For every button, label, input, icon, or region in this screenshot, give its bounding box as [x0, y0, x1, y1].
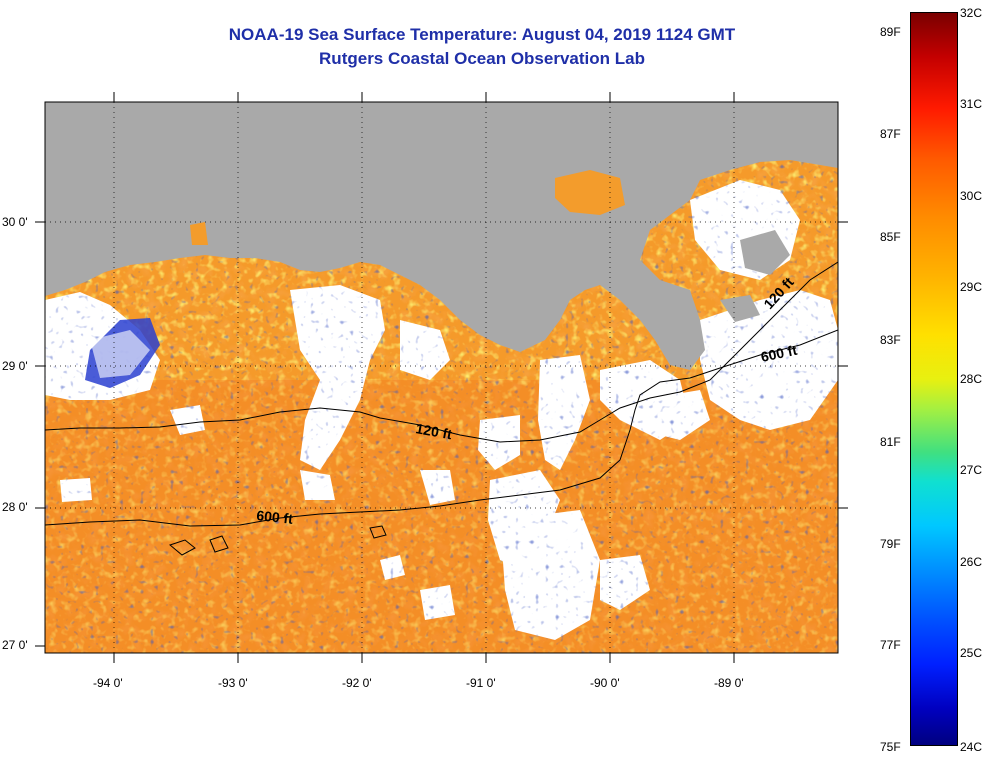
- land-mass: [45, 102, 838, 370]
- depth-contours: [45, 261, 838, 556]
- axis-ticks: [35, 92, 848, 663]
- lon-label: -94 0': [93, 676, 123, 690]
- lat-label: 29 0': [2, 359, 28, 373]
- lon-label: -91 0': [466, 676, 496, 690]
- colorbar-f-label: 75F: [880, 740, 901, 754]
- colorbar-c-label: 27C: [960, 463, 983, 477]
- lon-label: -93 0': [218, 676, 248, 690]
- colorbar-f-label: 89F: [880, 25, 901, 39]
- colorbar-f-label: 85F: [880, 230, 901, 244]
- lon-label: -90 0': [590, 676, 620, 690]
- map-frame: [44, 101, 839, 654]
- map-subtitle: Rutgers Coastal Ocean Observation Lab: [319, 49, 645, 68]
- colorbar-c-label: 30C: [960, 189, 983, 203]
- colorbar-f-label: 77F: [880, 638, 901, 652]
- lon-label: -92 0': [342, 676, 372, 690]
- colorbar-c-label: 32C: [960, 6, 983, 20]
- lat-label: 27 0': [2, 638, 28, 652]
- colorbar-c-label: 24C: [960, 740, 983, 754]
- graticule: [45, 102, 838, 653]
- lat-label: 28 0': [2, 500, 28, 514]
- colorbar-f-label: 81F: [880, 435, 901, 449]
- contour-label-600-west: 600 ft: [256, 507, 294, 527]
- contour-label-120-west: 120 ft: [414, 420, 453, 442]
- contour-label-600-east: 600 ft: [759, 342, 798, 365]
- lat-label: 30 0': [2, 215, 28, 229]
- colorbar-c-label: 28C: [960, 372, 983, 386]
- colorbar-c-label: 29C: [960, 280, 983, 294]
- temperature-colorbar: [910, 12, 958, 746]
- lon-label: -89 0': [714, 676, 744, 690]
- colorbar-f-label: 87F: [880, 127, 901, 141]
- colorbar-c-label: 26C: [960, 555, 983, 569]
- colorbar-c-label: 31C: [960, 97, 983, 111]
- colorbar-c-label: 25C: [960, 646, 983, 660]
- colorbar-f-label: 83F: [880, 333, 901, 347]
- map-title: NOAA-19 Sea Surface Temperature: August …: [228, 25, 736, 44]
- colorbar-f-label: 79F: [880, 537, 901, 551]
